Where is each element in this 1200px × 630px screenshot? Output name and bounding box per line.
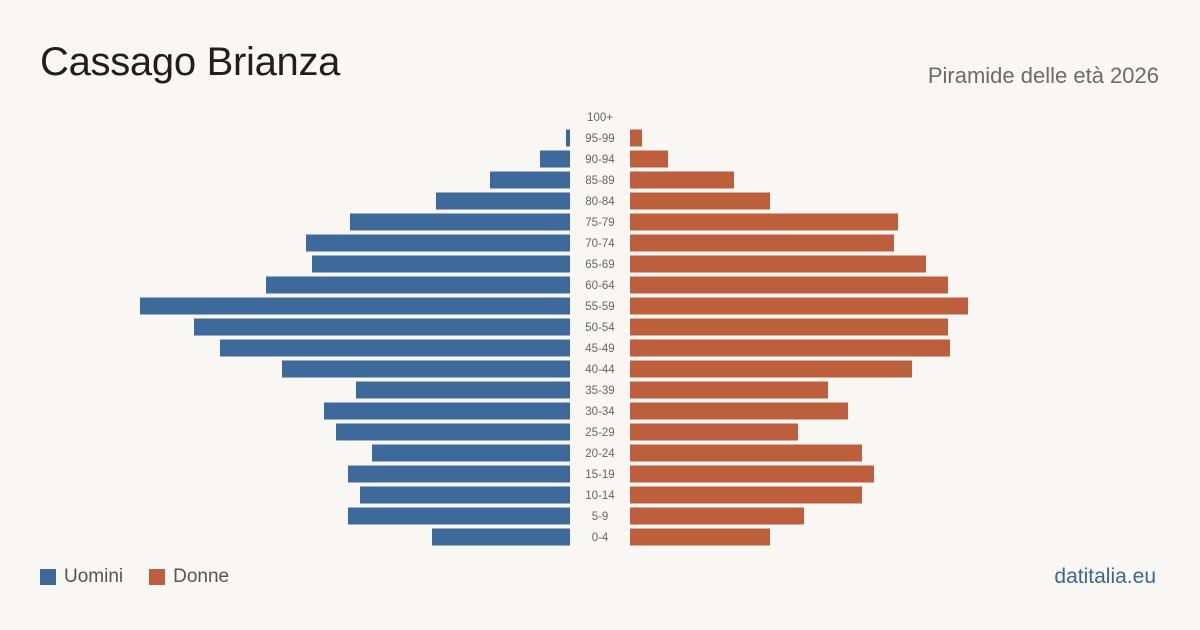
bar-women-80-84 [630, 192, 770, 210]
bar-women-60-64 [630, 276, 948, 294]
bar-women-90-94 [630, 150, 668, 168]
bar-men-85-89 [490, 171, 570, 189]
bar-men-75-79 [350, 213, 570, 231]
bar-men-55-59 [140, 297, 570, 315]
age-tick-label: 45-49 [585, 343, 614, 355]
bar-men-35-39 [356, 381, 570, 399]
age-tick-label: 60-64 [585, 280, 615, 292]
bar-women-95-99 [630, 129, 642, 147]
chart-subtitle: Piramide delle età 2026 [927, 63, 1159, 88]
age-tick-label: 5-9 [592, 511, 609, 523]
bar-men-60-64 [266, 276, 570, 294]
bar-men-30-34 [324, 402, 570, 420]
bar-women-45-49 [630, 339, 950, 357]
legend-swatch-men [40, 569, 56, 585]
page-title: Cassago Brianza [40, 40, 341, 84]
bar-men-45-49 [220, 339, 570, 357]
bar-men-5-9 [348, 507, 570, 525]
bar-women-15-19 [630, 465, 874, 483]
bar-women-50-54 [630, 318, 948, 336]
age-tick-label: 80-84 [585, 196, 615, 208]
age-tick-label: 90-94 [585, 154, 615, 166]
bar-men-70-74 [306, 234, 570, 252]
legend-label-men: Uomini [64, 566, 124, 587]
age-tick-label: 55-59 [585, 301, 614, 313]
bar-men-80-84 [436, 192, 570, 210]
bar-women-25-29 [630, 423, 798, 441]
bar-men-40-44 [282, 360, 570, 378]
age-tick-label: 75-79 [585, 217, 614, 229]
source-link[interactable]: datitalia.eu [1054, 565, 1156, 588]
age-tick-label: 70-74 [585, 238, 615, 250]
bar-women-85-89 [630, 171, 734, 189]
bar-men-65-69 [312, 255, 570, 273]
age-tick-label: 50-54 [585, 322, 615, 334]
age-tick-label: 35-39 [585, 385, 614, 397]
age-tick-label: 95-99 [585, 133, 614, 145]
age-tick-label: 65-69 [585, 259, 614, 271]
bar-women-30-34 [630, 402, 848, 420]
bar-men-50-54 [194, 318, 570, 336]
age-tick-label: 25-29 [585, 427, 614, 439]
bar-women-0-4 [630, 528, 770, 546]
age-tick-label: 0-4 [592, 532, 609, 544]
bar-men-95-99 [566, 129, 570, 147]
bar-women-35-39 [630, 381, 828, 399]
bar-men-90-94 [540, 150, 570, 168]
bar-women-40-44 [630, 360, 912, 378]
bar-women-5-9 [630, 507, 804, 525]
legend-swatch-women [149, 569, 166, 585]
bar-women-20-24 [630, 444, 862, 462]
bar-men-10-14 [360, 486, 570, 504]
age-tick-label: 100+ [587, 112, 613, 124]
legend-item-women: Donne [149, 566, 229, 588]
age-tick-label: 20-24 [585, 448, 615, 460]
bar-men-15-19 [348, 465, 570, 483]
bar-men-0-4 [432, 528, 570, 546]
bar-women-65-69 [630, 255, 926, 273]
bar-women-75-79 [630, 213, 898, 231]
chart-legend: Uomini Donne [40, 566, 255, 588]
bar-women-70-74 [630, 234, 894, 252]
legend-label-women: Donne [173, 566, 230, 587]
age-tick-label: 85-89 [585, 175, 614, 187]
legend-item-men: Uomini [40, 566, 123, 588]
age-tick-label: 30-34 [585, 406, 615, 418]
age-tick-label: 15-19 [585, 469, 614, 481]
bar-women-10-14 [630, 486, 862, 504]
bar-women-55-59 [630, 297, 968, 315]
age-tick-label: 10-14 [585, 490, 615, 502]
age-tick-label: 40-44 [585, 364, 615, 376]
bar-men-20-24 [372, 444, 570, 462]
bar-men-25-29 [336, 423, 570, 441]
